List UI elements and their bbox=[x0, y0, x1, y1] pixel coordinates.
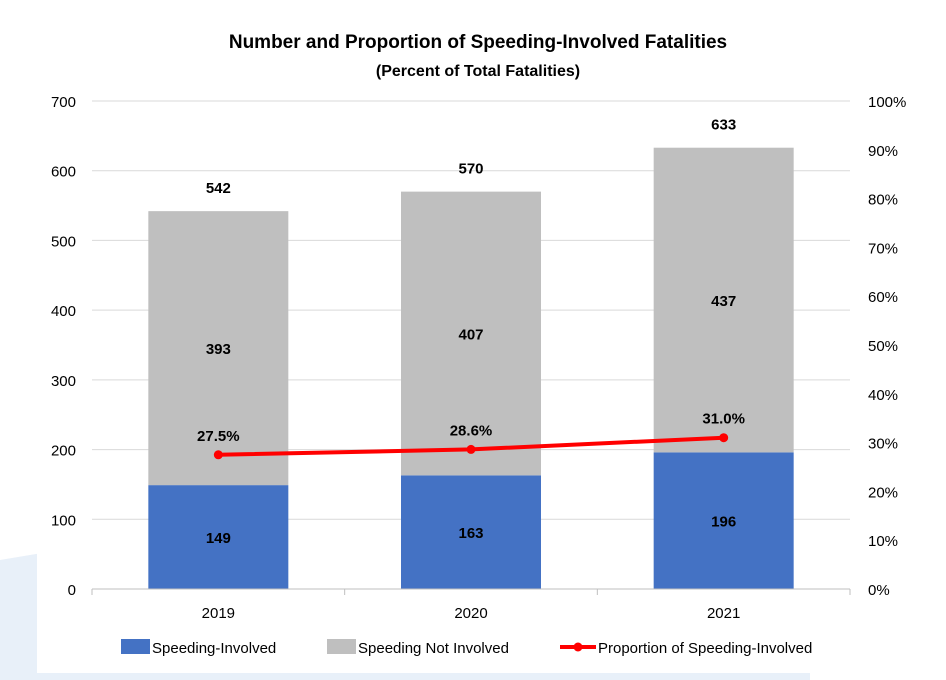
legend-label: Proportion of Speeding-Involved bbox=[598, 640, 812, 657]
x-tick-label: 2019 bbox=[202, 605, 235, 622]
legend-label: Speeding-Involved bbox=[152, 640, 276, 657]
bar-data-label: 149 bbox=[206, 530, 231, 547]
y2-tick-label: 20% bbox=[868, 484, 898, 501]
bar-speeding-involved bbox=[148, 485, 289, 589]
proportion-data-label: 27.5% bbox=[197, 428, 240, 445]
proportion-point bbox=[466, 444, 476, 454]
y-tick-label: 200 bbox=[51, 443, 76, 460]
y2-tick-label: 90% bbox=[868, 143, 898, 160]
legend-label: Speeding Not Involved bbox=[358, 640, 509, 657]
y2-tick-label: 30% bbox=[868, 436, 898, 453]
bar-speeding-not-involved bbox=[401, 191, 541, 476]
proportion-point bbox=[719, 433, 729, 443]
x-tick-label: 2021 bbox=[707, 605, 740, 622]
y2-tick-label: 100% bbox=[868, 94, 906, 111]
panel-edge bbox=[810, 673, 946, 680]
bar-data-label: 407 bbox=[458, 326, 483, 343]
proportion-point bbox=[213, 450, 223, 460]
legend-marker-proportion bbox=[573, 642, 583, 652]
proportion-data-label: 28.6% bbox=[450, 422, 493, 439]
bar-data-label: 163 bbox=[458, 525, 483, 542]
y2-tick-label: 0% bbox=[868, 582, 890, 599]
bar-speeding-not-involved bbox=[653, 147, 794, 453]
y-tick-label: 600 bbox=[51, 164, 76, 181]
legend-swatch-speeding-involved bbox=[121, 639, 150, 654]
x-tick-label: 2020 bbox=[454, 605, 487, 622]
legend-swatch-speeding-not-involved bbox=[327, 639, 356, 654]
y-tick-label: 400 bbox=[51, 303, 76, 320]
bar-speeding-involved bbox=[401, 475, 541, 589]
y-tick-label: 300 bbox=[51, 373, 76, 390]
bar-data-label: 393 bbox=[206, 341, 231, 358]
y-tick-label: 100 bbox=[51, 512, 76, 529]
bar-speeding-not-involved bbox=[148, 211, 289, 486]
y2-tick-label: 60% bbox=[868, 289, 898, 306]
chart-title: Number and Proportion of Speeding-Involv… bbox=[229, 32, 727, 53]
total-label: 542 bbox=[206, 180, 231, 197]
y2-tick-label: 10% bbox=[868, 533, 898, 550]
bar-speeding-involved bbox=[653, 452, 794, 589]
bar-data-label: 437 bbox=[711, 293, 736, 310]
y2-tick-label: 70% bbox=[868, 240, 898, 257]
chart-subtitle: (Percent of Total Fatalities) bbox=[376, 63, 580, 80]
y-tick-label: 0 bbox=[68, 582, 76, 599]
proportion-data-label: 31.0% bbox=[702, 411, 745, 428]
bar-data-label: 196 bbox=[711, 514, 736, 531]
y2-tick-label: 40% bbox=[868, 387, 898, 404]
total-label: 570 bbox=[458, 161, 483, 178]
y2-tick-label: 80% bbox=[868, 192, 898, 209]
total-label: 633 bbox=[711, 117, 736, 134]
y-tick-label: 700 bbox=[51, 94, 76, 111]
y2-tick-label: 50% bbox=[868, 338, 898, 355]
y-tick-label: 500 bbox=[51, 233, 76, 250]
